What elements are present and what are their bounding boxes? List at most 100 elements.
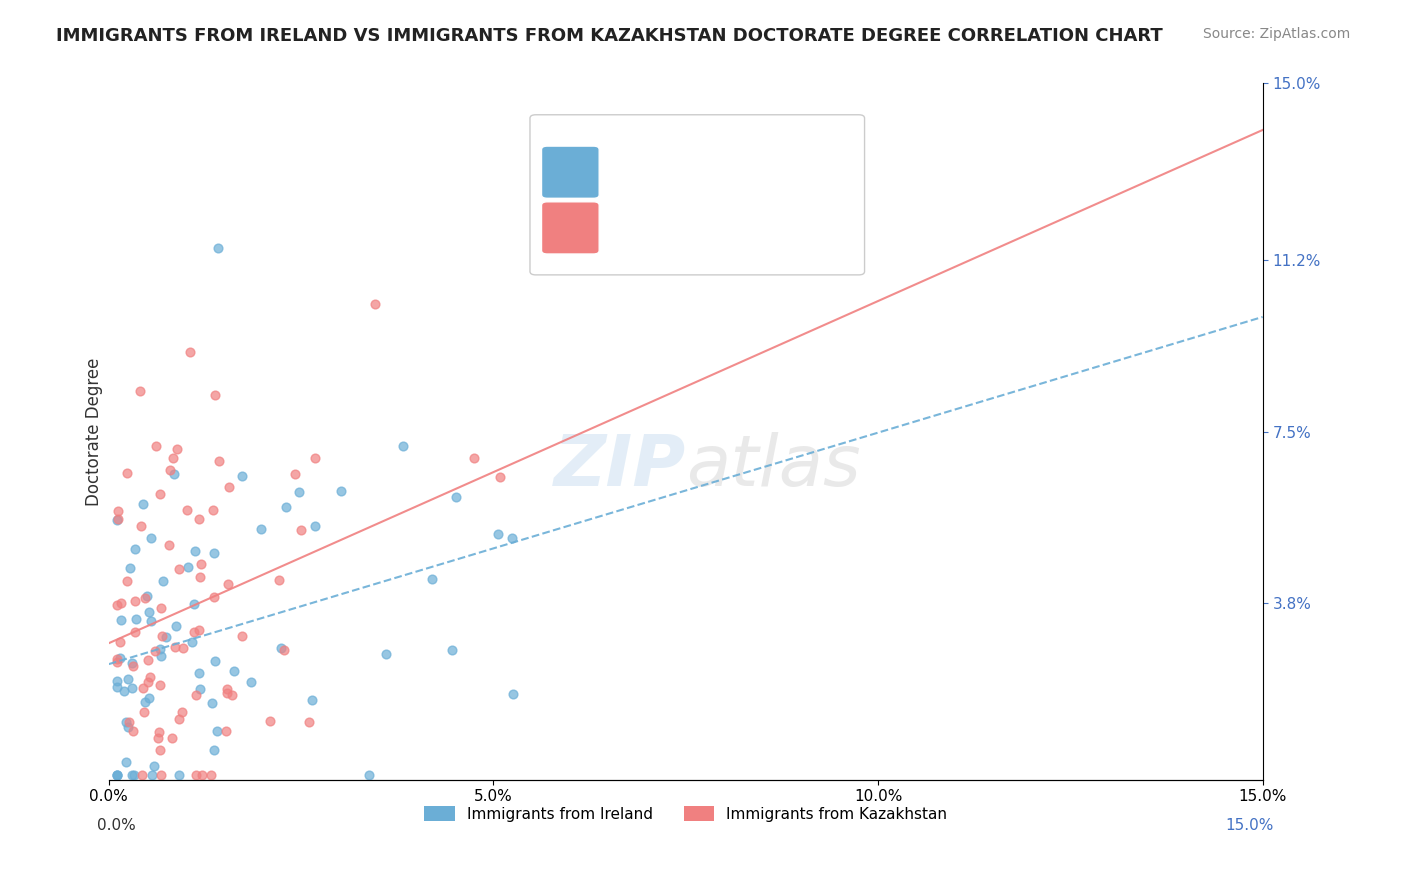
Immigrants from Ireland — [138, 690, 160, 705]
Immigrants from Kazakhstan — [167, 712, 190, 726]
Immigrants from Kazakhstan — [134, 591, 156, 606]
FancyBboxPatch shape — [541, 146, 599, 198]
Immigrants from Kazakhstan — [115, 466, 138, 480]
Immigrants from Kazakhstan — [105, 652, 128, 666]
Immigrants from Ireland — [120, 561, 142, 575]
Immigrants from Kazakhstan — [118, 715, 141, 730]
Immigrants from Kazakhstan — [298, 714, 321, 729]
Immigrants from Kazakhstan — [217, 577, 239, 591]
Immigrants from Ireland — [202, 743, 225, 757]
Immigrants from Ireland — [183, 597, 205, 611]
Text: 15.0%: 15.0% — [1226, 818, 1274, 833]
Immigrants from Kazakhstan — [217, 686, 239, 700]
Immigrants from Kazakhstan — [221, 688, 243, 702]
Immigrants from Kazakhstan — [105, 655, 128, 669]
Immigrants from Kazakhstan — [149, 768, 172, 782]
Immigrants from Ireland — [183, 544, 205, 558]
Immigrants from Kazakhstan — [159, 463, 181, 477]
Immigrants from Ireland — [139, 531, 162, 545]
Immigrants from Kazakhstan — [284, 467, 307, 481]
Immigrants from Kazakhstan — [489, 470, 512, 484]
Immigrants from Ireland — [110, 613, 132, 627]
Immigrants from Kazakhstan — [107, 512, 129, 526]
Immigrants from Ireland — [231, 469, 253, 483]
Immigrants from Kazakhstan — [132, 705, 155, 719]
Immigrants from Ireland — [124, 541, 146, 556]
Immigrants from Ireland — [135, 589, 157, 603]
FancyBboxPatch shape — [541, 146, 599, 198]
Text: Source: ZipAtlas.com: Source: ZipAtlas.com — [1202, 27, 1350, 41]
Immigrants from Kazakhstan — [107, 504, 129, 518]
Immigrants from Kazakhstan — [201, 503, 224, 517]
Immigrants from Ireland — [181, 635, 204, 649]
Immigrants from Ireland — [177, 559, 200, 574]
Immigrants from Ireland — [105, 768, 128, 782]
Immigrants from Kazakhstan — [202, 591, 225, 605]
Immigrants from Kazakhstan — [218, 480, 240, 494]
Immigrants from Kazakhstan — [148, 725, 170, 739]
Immigrants from Ireland — [117, 720, 139, 734]
Immigrants from Kazakhstan — [124, 624, 146, 639]
Immigrants from Ireland — [422, 572, 444, 586]
Immigrants from Kazakhstan — [160, 731, 183, 745]
Immigrants from Kazakhstan — [121, 658, 143, 673]
Immigrants from Kazakhstan — [166, 442, 188, 457]
Immigrants from Ireland — [121, 656, 143, 670]
Immigrants from Ireland — [105, 768, 128, 782]
Immigrants from Ireland — [440, 642, 463, 657]
Immigrants from Ireland — [139, 614, 162, 628]
Immigrants from Kazakhstan — [364, 297, 387, 311]
Immigrants from Ireland — [105, 674, 128, 689]
Immigrants from Kazakhstan — [150, 601, 173, 615]
FancyBboxPatch shape — [541, 202, 599, 254]
Immigrants from Kazakhstan — [231, 629, 253, 643]
Immigrants from Ireland — [108, 651, 131, 665]
Immigrants from Kazakhstan — [304, 451, 326, 466]
Immigrants from Ireland — [444, 490, 467, 504]
Immigrants from Ireland — [374, 647, 396, 661]
Immigrants from Ireland — [105, 768, 128, 782]
Immigrants from Ireland — [165, 619, 187, 633]
FancyBboxPatch shape — [530, 115, 865, 275]
Immigrants from Ireland — [357, 768, 380, 782]
Immigrants from Ireland — [138, 605, 160, 619]
Immigrants from Kazakhstan — [124, 594, 146, 608]
Immigrants from Ireland — [149, 642, 172, 657]
Immigrants from Kazakhstan — [290, 523, 312, 537]
Immigrants from Ireland — [301, 693, 323, 707]
Immigrants from Ireland — [502, 687, 524, 701]
Immigrants from Ireland — [201, 696, 224, 710]
Immigrants from Kazakhstan — [149, 743, 172, 757]
Immigrants from Ireland — [304, 519, 326, 533]
Immigrants from Kazakhstan — [190, 557, 212, 571]
Immigrants from Kazakhstan — [108, 635, 131, 649]
Immigrants from Ireland — [121, 767, 143, 781]
Immigrants from Kazakhstan — [129, 384, 152, 398]
Immigrants from Kazakhstan — [149, 678, 172, 692]
Immigrants from Kazakhstan — [183, 625, 205, 640]
Immigrants from Kazakhstan — [136, 653, 159, 667]
Text: ZIP: ZIP — [554, 432, 686, 500]
Immigrants from Kazakhstan — [463, 451, 485, 466]
Immigrants from Ireland — [132, 498, 155, 512]
Immigrants from Kazakhstan — [110, 596, 132, 610]
Immigrants from Ireland — [163, 467, 186, 481]
Text: atlas: atlas — [686, 432, 860, 500]
Immigrants from Ireland — [207, 241, 229, 255]
Immigrants from Ireland — [188, 665, 211, 680]
Immigrants from Kazakhstan — [186, 688, 208, 702]
Text: R = 0.157    N = 67: R = 0.157 N = 67 — [610, 163, 761, 178]
Immigrants from Ireland — [288, 484, 311, 499]
Immigrants from Ireland — [202, 546, 225, 560]
Immigrants from Kazakhstan — [139, 670, 162, 684]
Immigrants from Kazakhstan — [200, 768, 222, 782]
Immigrants from Ireland — [392, 439, 415, 453]
Immigrants from Kazakhstan — [105, 598, 128, 612]
Immigrants from Ireland — [143, 758, 166, 772]
Immigrants from Ireland — [329, 484, 352, 499]
Immigrants from Ireland — [276, 500, 298, 515]
Text: R = 0.218    N = 75: R = 0.218 N = 75 — [610, 222, 759, 237]
Immigrants from Ireland — [115, 755, 138, 769]
Immigrants from Ireland — [270, 641, 292, 656]
Immigrants from Kazakhstan — [132, 681, 155, 696]
